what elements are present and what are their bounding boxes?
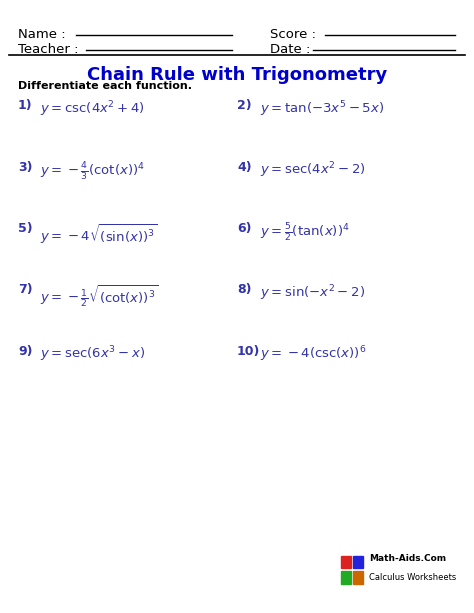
- Text: $y = \mathrm{sec}(6x^3 - x)$: $y = \mathrm{sec}(6x^3 - x)$: [40, 345, 146, 364]
- Text: $y = \frac{5}{2}(\mathrm{tan}(x))^4$: $y = \frac{5}{2}(\mathrm{tan}(x))^4$: [260, 222, 349, 244]
- Text: $y = \mathrm{sin}(-x^2 - 2)$: $y = \mathrm{sin}(-x^2 - 2)$: [260, 283, 365, 303]
- Text: Teacher :: Teacher :: [18, 43, 79, 56]
- Text: 6): 6): [237, 222, 252, 235]
- Text: 1): 1): [18, 99, 33, 112]
- Text: $y = -4\sqrt{(\mathrm{sin}(x))^3}$: $y = -4\sqrt{(\mathrm{sin}(x))^3}$: [40, 222, 158, 246]
- Text: Chain Rule with Trigonometry: Chain Rule with Trigonometry: [87, 66, 387, 83]
- Text: $y = \mathrm{csc}(4x^2 + 4)$: $y = \mathrm{csc}(4x^2 + 4)$: [40, 99, 145, 119]
- Text: 10): 10): [237, 345, 260, 357]
- Text: 9): 9): [18, 345, 33, 357]
- Text: $y = -\frac{4}{3}(\mathrm{cot}(x))^4$: $y = -\frac{4}{3}(\mathrm{cot}(x))^4$: [40, 161, 145, 183]
- Text: Differentiate each function.: Differentiate each function.: [18, 81, 192, 91]
- Text: Date :: Date :: [270, 43, 310, 56]
- Text: $y = -\frac{1}{2}\sqrt{(\mathrm{cot}(x))^3}$: $y = -\frac{1}{2}\sqrt{(\mathrm{cot}(x))…: [40, 283, 158, 309]
- Text: $y = \mathrm{sec}(4x^2 - 2)$: $y = \mathrm{sec}(4x^2 - 2)$: [260, 161, 365, 180]
- Text: Name :: Name :: [18, 28, 65, 40]
- Text: $y = -4(\mathrm{csc}(x))^6$: $y = -4(\mathrm{csc}(x))^6$: [260, 345, 366, 364]
- Text: 8): 8): [237, 283, 252, 296]
- FancyBboxPatch shape: [341, 571, 351, 584]
- Text: 2): 2): [237, 99, 252, 112]
- Text: 3): 3): [18, 161, 33, 173]
- Text: $y = \mathrm{tan}(-3x^5 - 5x)$: $y = \mathrm{tan}(-3x^5 - 5x)$: [260, 99, 384, 119]
- FancyBboxPatch shape: [341, 556, 351, 568]
- Text: Calculus Worksheets: Calculus Worksheets: [369, 573, 456, 582]
- Text: 7): 7): [18, 283, 33, 296]
- FancyBboxPatch shape: [353, 556, 363, 568]
- Text: 5): 5): [18, 222, 33, 235]
- Text: Math-Aids.Com: Math-Aids.Com: [369, 554, 446, 563]
- Text: Score :: Score :: [270, 28, 316, 40]
- Text: 4): 4): [237, 161, 252, 173]
- FancyBboxPatch shape: [353, 571, 363, 584]
